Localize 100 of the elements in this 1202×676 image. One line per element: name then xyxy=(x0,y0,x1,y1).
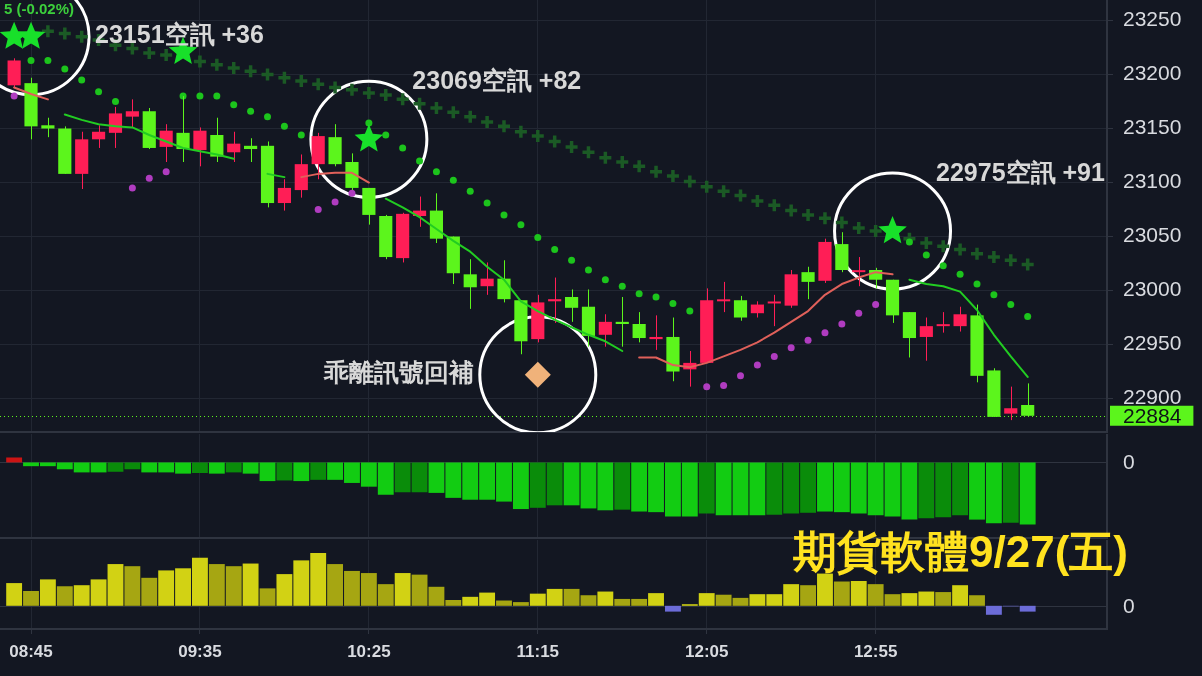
y-tick-label: 23050 xyxy=(1123,223,1182,247)
point xyxy=(973,280,981,288)
point xyxy=(209,57,225,73)
point xyxy=(855,309,863,317)
point xyxy=(445,104,462,121)
point xyxy=(466,187,474,195)
candlestick xyxy=(649,314,663,351)
annotation: 乖離訊號回補 xyxy=(322,358,474,387)
candlestick xyxy=(632,311,646,343)
point xyxy=(513,124,529,140)
annotation: 23151空訊 +36 xyxy=(95,20,264,49)
point xyxy=(331,198,339,206)
point xyxy=(378,87,394,103)
candlestick xyxy=(801,266,815,300)
candlestick xyxy=(41,117,55,138)
point xyxy=(276,70,293,86)
bar xyxy=(800,585,816,606)
candlestick xyxy=(463,258,477,310)
point xyxy=(648,163,664,180)
point xyxy=(1019,256,1036,273)
candlestick xyxy=(919,317,933,362)
point xyxy=(635,290,643,298)
candlestick xyxy=(953,306,967,333)
point xyxy=(618,282,626,290)
point xyxy=(348,189,356,197)
point xyxy=(517,221,525,229)
bar xyxy=(39,579,56,606)
bar xyxy=(850,580,867,606)
candlestick xyxy=(717,281,731,313)
bar xyxy=(394,573,411,606)
candlestick xyxy=(1004,386,1018,421)
candlestick xyxy=(277,178,291,212)
candlestick xyxy=(210,117,224,163)
point xyxy=(783,202,799,219)
ref-line-label: 0 xyxy=(1123,593,1135,617)
point xyxy=(665,168,681,184)
point xyxy=(850,220,867,236)
point xyxy=(111,98,119,106)
bar xyxy=(6,583,23,606)
point xyxy=(10,92,18,100)
point xyxy=(821,329,829,337)
point xyxy=(546,133,563,150)
point xyxy=(230,101,238,109)
point xyxy=(428,100,445,116)
point xyxy=(196,92,204,100)
x-tick-label: 12:05 xyxy=(684,641,729,661)
point xyxy=(141,45,158,61)
point xyxy=(365,119,373,127)
bar xyxy=(242,563,259,606)
point xyxy=(905,238,913,246)
point xyxy=(411,95,428,112)
candlestick xyxy=(767,294,781,327)
bar xyxy=(817,573,833,606)
bar xyxy=(935,592,952,606)
point xyxy=(838,320,846,328)
point xyxy=(128,184,136,192)
point xyxy=(145,174,153,182)
x-tick-label: 11:15 xyxy=(516,641,560,661)
point xyxy=(834,214,850,231)
point xyxy=(563,139,580,155)
bar xyxy=(952,585,969,606)
y-tick-label: 23000 xyxy=(1123,277,1182,301)
y-tick-label: 23100 xyxy=(1123,169,1182,193)
point xyxy=(57,25,73,42)
candlestick xyxy=(733,295,748,322)
candlestick xyxy=(497,259,511,303)
point xyxy=(449,176,457,184)
point xyxy=(462,108,478,125)
y-tick-label: 23250 xyxy=(1123,7,1182,31)
point xyxy=(682,173,698,190)
candlestick xyxy=(244,137,258,163)
bar xyxy=(985,605,1002,615)
point xyxy=(1024,312,1032,320)
candlestick xyxy=(227,131,241,163)
candlestick xyxy=(480,261,494,296)
point xyxy=(753,361,761,369)
point xyxy=(939,262,947,270)
point xyxy=(247,107,255,115)
point xyxy=(631,158,647,175)
point xyxy=(44,56,52,64)
point xyxy=(817,210,833,226)
point xyxy=(27,56,35,64)
point xyxy=(225,60,242,76)
candlestick xyxy=(598,313,612,348)
point xyxy=(394,91,411,108)
point xyxy=(584,266,592,274)
point xyxy=(361,85,377,101)
point xyxy=(787,344,795,352)
point xyxy=(382,131,390,139)
point xyxy=(310,76,326,92)
point xyxy=(597,149,614,166)
point xyxy=(399,144,407,152)
x-tick-label: 08:45 xyxy=(9,641,53,661)
point xyxy=(986,249,1002,265)
point xyxy=(500,211,508,219)
point xyxy=(530,128,546,144)
bar xyxy=(23,591,39,606)
point xyxy=(952,241,968,258)
point xyxy=(568,256,576,264)
point xyxy=(534,234,542,242)
